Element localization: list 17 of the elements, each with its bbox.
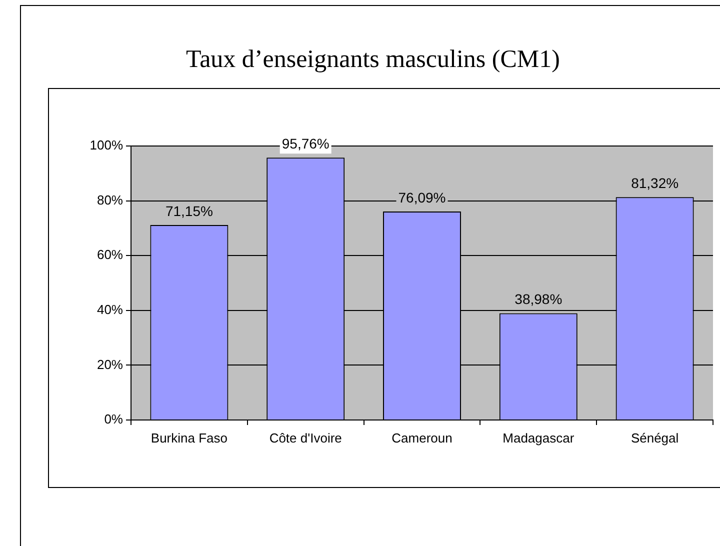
y-tick-label: 0%: [104, 412, 124, 427]
y-tick-label: 40%: [96, 302, 124, 317]
data-label: 76,09%: [398, 189, 446, 206]
data-label: 81,32%: [631, 175, 679, 192]
data-label: 71,15%: [165, 202, 213, 219]
y-tick-label: 80%: [96, 192, 124, 208]
x-tick-label: Burkina Faso: [150, 430, 228, 446]
x-tick-label: Sénégal: [630, 430, 679, 446]
x-tick-label: Cameroun: [392, 430, 452, 446]
x-tick-label: Côte d'Ivoire: [269, 430, 342, 446]
data-label: 38,98%: [514, 291, 562, 308]
x-tick-label: Madagascar: [502, 430, 575, 446]
y-tick-label: 100%: [90, 138, 124, 153]
data-label: 95,76%: [282, 135, 330, 152]
chart-title: Taux d’enseignants masculins (CM1): [185, 46, 561, 74]
y-tick-label: 20%: [96, 356, 124, 372]
y-tick-label: 60%: [96, 247, 124, 262]
